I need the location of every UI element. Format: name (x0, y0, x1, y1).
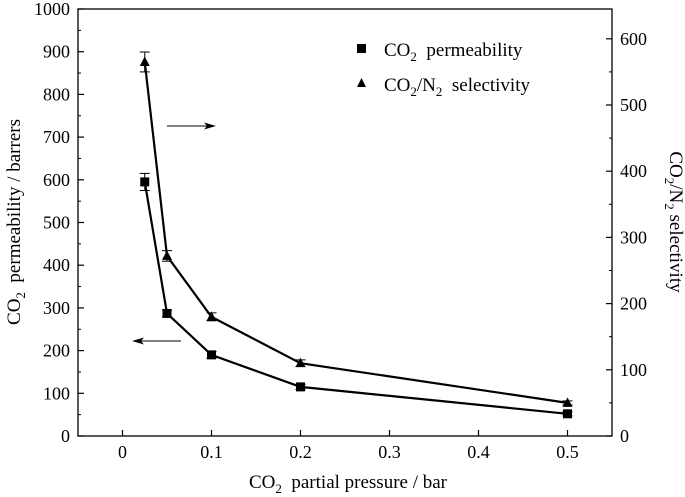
x-tick-label: 0.3 (378, 442, 401, 462)
data-point-square (140, 177, 150, 187)
left-y-tick-label: 800 (43, 84, 70, 104)
x-tick-label: 0.5 (556, 442, 579, 462)
right-y-tick-label: 100 (620, 360, 647, 380)
left-y-tick-label: 900 (43, 42, 70, 62)
legend-marker-square (357, 44, 366, 53)
annotation-layer (132, 122, 216, 345)
left-arrow-head (132, 337, 144, 345)
right-y-axis: 0 100 200 300 400 500 600 (606, 29, 647, 446)
data-point-triangle (562, 397, 573, 407)
x-tick-label: 0.2 (289, 442, 312, 462)
legend-label-permeability: CO2 permeability (384, 40, 523, 64)
data-point-triangle (162, 250, 172, 260)
data-point-square (296, 382, 305, 392)
legend-label-selectivity: CO2/N2 selectivity (384, 75, 530, 99)
left-y-tick-label: 300 (43, 298, 70, 318)
right-y-tick-label: 300 (620, 227, 647, 247)
legend-marker-triangle (357, 78, 366, 87)
left-y-tick-label: 400 (43, 255, 70, 275)
x-tick-label: 0 (118, 442, 127, 462)
right-y-tick-label: 0 (620, 426, 629, 446)
left-y-tick-label: 100 (43, 383, 70, 403)
data-point-square (207, 350, 216, 360)
data-point-triangle (295, 357, 306, 368)
x-axis-label: CO2 partial pressure / bar (249, 472, 448, 496)
left-y-tick-label: 0 (61, 426, 70, 446)
right-y-tick-label: 200 (620, 294, 647, 314)
legend: CO2 permeability CO2/N2 selectivity (357, 40, 530, 99)
left-y-tick-label: 200 (43, 341, 70, 361)
data-point-square (563, 409, 572, 419)
right-y-axis-label: CO2/N2 selectivity (662, 151, 685, 293)
left-y-tick-label: 500 (43, 213, 70, 233)
left-y-tick-label: 1000 (34, 0, 70, 19)
data-point-triangle (139, 56, 150, 66)
right-y-tick-label: 600 (620, 29, 647, 49)
series-layer (139, 51, 573, 419)
x-tick-label: 0.4 (467, 442, 490, 462)
left-y-tick-label: 600 (43, 170, 70, 190)
data-point-square (162, 308, 172, 318)
left-y-tick-label: 700 (43, 127, 70, 147)
x-axis: 0 0.1 0.2 0.3 0.4 0.5 (118, 430, 579, 462)
right-y-tick-label: 400 (620, 161, 647, 181)
left-y-axis: 0 100 200 300 400 500 600 700 800 900 1000 (34, 0, 84, 446)
right-y-tick-label: 500 (620, 95, 647, 115)
left-y-axis-label: CO2 permeability / barrers (4, 119, 28, 325)
right-arrow-head (204, 122, 216, 130)
data-point-triangle (206, 311, 217, 321)
x-tick-label: 0.1 (200, 442, 223, 462)
